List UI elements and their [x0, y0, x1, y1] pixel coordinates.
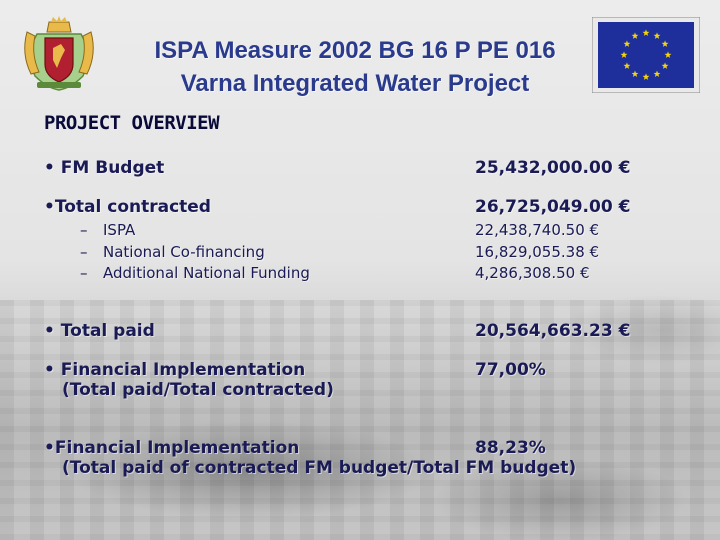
dash-marker: –: [80, 243, 88, 261]
ispa-value: 22,438,740.50 €: [475, 221, 600, 239]
eu-star-icon: [642, 73, 650, 80]
financial-implementation-2-value: 88,23%: [475, 438, 546, 458]
financial-implementation-1-sublabel: (Total paid/Total contracted): [62, 380, 334, 400]
financial-implementation-2-label: Financial Implementation: [54, 438, 300, 458]
background-texture: [0, 300, 720, 540]
bullet-fm-budget: • FM Budget: [44, 158, 165, 178]
bullet-total-contracted: •Total contracted: [44, 197, 211, 217]
eu-star-icon: [642, 29, 650, 36]
total-contracted-value: 26,725,049.00 €: [475, 197, 631, 217]
total-paid-value: 20,564,663.23 €: [475, 321, 631, 341]
financial-implementation-1-value: 77,00%: [475, 360, 546, 380]
eu-star-icon: [631, 70, 639, 77]
eu-star-icon: [661, 62, 669, 69]
title-line-1: ISPA Measure 2002 BG 16 P PE 016: [154, 37, 556, 64]
bullet-financial-implementation-2: •Financial Implementation: [44, 438, 300, 458]
total-paid-label: Total paid: [60, 321, 155, 341]
section-heading: PROJECT OVERVIEW: [44, 112, 220, 134]
total-contracted-label: Total contracted: [54, 197, 211, 217]
bulgaria-coat-of-arms-icon: [24, 16, 94, 91]
slide-title: ISPA Measure 2002 BG 16 P PE 016 Varna I…: [110, 34, 600, 100]
eu-star-icon: [664, 51, 672, 58]
ispa-label: ISPA: [103, 221, 136, 239]
eu-flag-icon: [592, 17, 700, 93]
dash-marker: –: [80, 221, 88, 239]
title-line-2: Varna Integrated Water Project: [180, 70, 530, 97]
eu-star-icon: [631, 32, 639, 39]
bullet-total-paid: • Total paid: [44, 321, 155, 341]
bullet-financial-implementation-1: • Financial Implementation: [44, 360, 306, 380]
eu-star-icon: [653, 70, 661, 77]
dash-marker: –: [80, 264, 88, 282]
fm-budget-label: FM Budget: [60, 158, 165, 178]
financial-implementation-1-label: Financial Implementation: [60, 360, 306, 380]
financial-implementation-2-sublabel: (Total paid of contracted FM budget/Tota…: [62, 458, 577, 478]
national-cofinancing-label: National Co-financing: [103, 243, 265, 261]
additional-national-funding-label: Additional National Funding: [103, 264, 310, 282]
eu-star-icon: [653, 32, 661, 39]
fm-budget-value: 25,432,000.00 €: [475, 158, 631, 178]
eu-star-icon: [620, 51, 628, 58]
eu-star-icon: [623, 40, 631, 47]
eu-star-icon: [661, 40, 669, 47]
additional-national-funding-value: 4,286,308.50 €: [475, 264, 590, 282]
eu-star-icon: [623, 62, 631, 69]
national-cofinancing-value: 16,829,055.38 €: [475, 243, 600, 261]
